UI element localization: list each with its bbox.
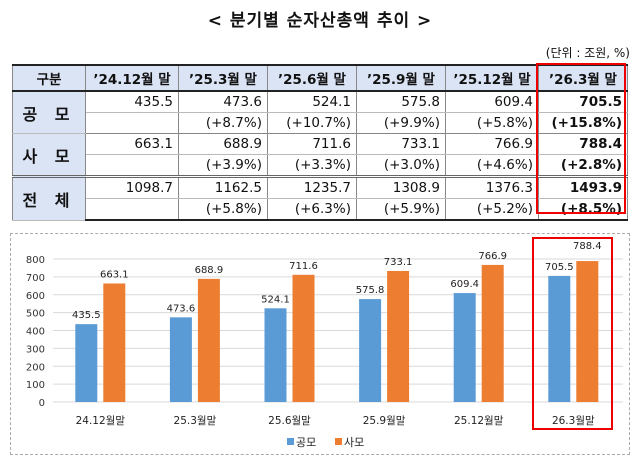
chart-highlight-box — [532, 237, 613, 430]
y-tick-label: 600 — [26, 291, 45, 302]
growth-cell: (+5.2%) — [445, 198, 539, 221]
nav-table: 구분 ’24.12월 말 ’25.3월 말 ’25.6월 말 ’25.9월 말 ’25.1… — [12, 64, 628, 221]
value-cell: 1162.5 — [178, 175, 268, 199]
x-tick-label: 25.9월말 — [363, 415, 406, 427]
column-header: 구분 — [12, 64, 86, 92]
y-tick-label: 200 — [26, 362, 45, 373]
value-cell: 1235.7 — [267, 175, 357, 199]
column-header: ’25.3월 말 — [178, 64, 268, 92]
data-label: 711.6 — [289, 261, 318, 272]
legend-swatch — [287, 438, 294, 445]
value-cell: 524.1 — [267, 90, 357, 113]
row-label: 전 체 — [12, 175, 86, 221]
value-cell: 788.4 — [538, 133, 628, 155]
column-header: ’25.9월 말 — [356, 64, 446, 92]
data-label: 663.1 — [100, 269, 129, 280]
legend-label: 사모 — [344, 436, 364, 449]
table-row: (+3.9%) (+3.3%) (+3.0%) (+4.6%) (+2.8%) — [13, 154, 628, 177]
x-tick-label: 26.3월말 — [552, 415, 595, 427]
row-label: 사 모 — [12, 133, 86, 177]
page-title: < 분기별 순자산총액 추이 > — [207, 11, 433, 31]
data-label: 733.1 — [384, 257, 413, 268]
value-cell: 1493.9 — [538, 175, 628, 199]
growth-cell: (+9.9%) — [356, 112, 446, 134]
x-tick-label: 24.12월말 — [76, 415, 126, 427]
bar-공모 — [264, 308, 287, 402]
growth-cell: (+6.3%) — [267, 198, 357, 221]
bar-사모 — [481, 264, 504, 402]
value-cell: 1376.3 — [445, 175, 539, 199]
column-header: ’26.3월 말 — [538, 64, 628, 92]
column-header: ’25.12월 말 — [445, 64, 539, 92]
data-label: 766.9 — [478, 251, 507, 262]
x-tick-label: 25.12월말 — [454, 415, 504, 427]
data-label: 688.9 — [195, 265, 224, 276]
x-tick-label: 25.6월말 — [268, 415, 311, 427]
data-label: 524.1 — [261, 294, 290, 305]
data-label: 705.5 — [545, 262, 574, 273]
y-tick-label: 400 — [26, 327, 45, 338]
column-header: ’24.12월 말 — [85, 64, 179, 92]
bar-사모 — [387, 270, 410, 402]
y-tick-label: 0 — [39, 398, 45, 409]
x-tick-label: 25.3월말 — [174, 415, 217, 427]
bar-사모 — [197, 278, 220, 402]
unit-label: (단위 : 조원, %) — [545, 46, 630, 60]
table-row: (+8.7%) (+10.7%) (+9.9%) (+5.8%) (+15.8%) — [13, 112, 628, 134]
value-cell: 1098.7 — [85, 175, 179, 199]
data-label: 473.6 — [167, 303, 196, 314]
bar-사모 — [103, 283, 126, 402]
table-row: (+5.8%) (+6.3%) (+5.9%) (+5.2%) (+8.5%) — [13, 198, 628, 221]
value-cell: 663.1 — [85, 133, 179, 155]
y-tick-label: 500 — [26, 309, 45, 320]
growth-cell: (+5.9%) — [356, 198, 446, 221]
bar-공모 — [359, 299, 382, 402]
data-label: 575.8 — [356, 285, 385, 296]
growth-cell: (+5.8%) — [178, 198, 268, 221]
growth-cell: (+2.8%) — [538, 154, 628, 177]
data-label: 609.4 — [450, 279, 479, 290]
table-row: 사 모 663.1 688.9 711.6 733.1 766.9 788.4 — [12, 133, 628, 177]
table-row: 전 체 1098.7 1162.5 1235.7 1308.9 1376.3 1493.9 — [12, 175, 628, 221]
column-header: ’25.6월 말 — [267, 64, 357, 92]
bar-공모 — [75, 324, 98, 402]
value-cell: 473.6 — [178, 90, 268, 113]
y-tick-label: 100 — [26, 380, 45, 391]
data-label: 788.4 — [573, 241, 602, 252]
bar-공모 — [169, 317, 192, 402]
bar-사모 — [292, 274, 315, 402]
legend-swatch — [335, 438, 342, 445]
legend-label: 공모 — [296, 436, 316, 449]
y-tick-label: 300 — [26, 344, 45, 355]
data-label: 435.5 — [72, 310, 101, 321]
value-cell: 688.9 — [178, 133, 268, 155]
value-cell: 705.5 — [538, 90, 628, 113]
highlight-box — [536, 63, 626, 214]
bar-공모 — [548, 275, 571, 402]
growth-cell: (+8.7%) — [178, 112, 268, 134]
y-tick-label: 700 — [26, 273, 45, 284]
bar-공모 — [453, 293, 476, 402]
bar-사모 — [576, 261, 599, 402]
value-cell: 435.5 — [85, 90, 179, 113]
chart-frame — [10, 233, 630, 455]
y-tick-label: 800 — [26, 255, 45, 266]
